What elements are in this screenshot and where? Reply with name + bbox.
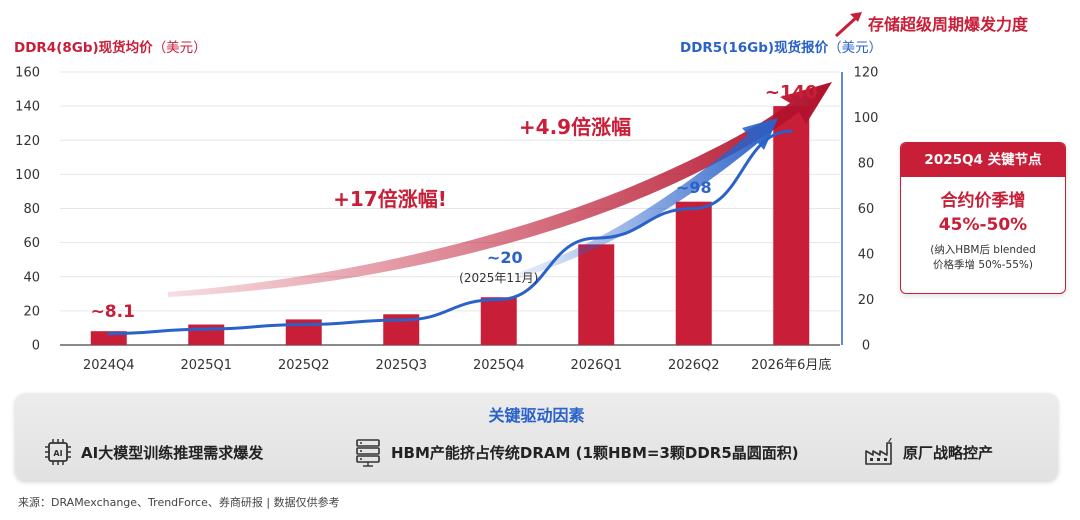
left-axis-tick-label: 140 bbox=[15, 100, 40, 115]
left-axis-tick-label: 120 bbox=[15, 134, 40, 149]
left-axis-tick-label: 60 bbox=[23, 236, 40, 251]
x-axis-tick-label: 2026年6月底 bbox=[751, 357, 831, 373]
left-axis-tick-label: 100 bbox=[15, 168, 40, 183]
left-axis-tick-label: 0 bbox=[32, 339, 40, 354]
panel-main-line2: 45%-50% bbox=[938, 215, 1028, 235]
ddr5-line bbox=[107, 129, 793, 336]
x-axis-tick-label: 2025Q2 bbox=[278, 358, 330, 373]
bar bbox=[773, 106, 810, 345]
ddr4-end-label: ~140 bbox=[765, 82, 818, 103]
driver-label-ai: AI大模型训练推理需求爆发 bbox=[81, 443, 264, 462]
source-note: 来源：DRAMexchange、TrendForce、券商研报 | 数据仅供参考 bbox=[18, 496, 340, 509]
price-chart: 0 20 40 60 80 100 120 140 160 0 20 40 60 80 100 120 2024… bbox=[14, 12, 1029, 374]
key-node-panel: 2025Q4 关键节点 合约价季增 45%-50% (纳入HBM后 blende… bbox=[900, 142, 1066, 294]
x-axis-tick-label: 2026Q1 bbox=[570, 358, 622, 373]
right-axis-tick-label: 100 bbox=[854, 111, 879, 126]
ddr5-late-label: ~98 bbox=[676, 178, 712, 197]
panel-note-line2: 价格季增 50%-55%) bbox=[933, 259, 1033, 271]
ddr5-mid-label: ~20 bbox=[487, 248, 523, 267]
trend-arrows bbox=[168, 82, 832, 297]
ddr5-mid-note: (2025年11月) bbox=[459, 271, 538, 285]
cycle-label: 存储超级周期爆发力度 bbox=[868, 15, 1029, 34]
key-drivers-box: 关键驱动因素 AI AI大模型训练推理需求爆发 bbox=[15, 393, 1058, 480]
right-axis-tick-label: 80 bbox=[858, 157, 875, 172]
driver-label-supply: 原厂战略控产 bbox=[903, 443, 994, 462]
left-axis-tick-label: 40 bbox=[23, 270, 40, 285]
panel-note: (纳入HBM后 blended 价格季增 50%-55%) bbox=[901, 243, 1065, 273]
x-axis-tick-label: 2025Q1 bbox=[180, 358, 232, 373]
x-axis-tick-label: 2025Q4 bbox=[473, 358, 525, 373]
data-labels: ~8.1 ~140 ~20 (2025年11月) ~98 +17倍涨幅! +4.9倍涨幅 bbox=[91, 82, 818, 322]
bar bbox=[675, 201, 712, 345]
left-axis-title: DDR4(8Gb)现货均价（美元） bbox=[14, 39, 207, 56]
server-stack-icon bbox=[356, 439, 380, 467]
axes: 0 20 40 60 80 100 120 140 160 0 20 40 60 80 100 120 2024… bbox=[15, 66, 878, 374]
driver-label-hbm: HBM产能挤占传统DRAM (1颗HBM=3颗DDR5晶圆面积) bbox=[391, 443, 799, 462]
cycle-arrowhead-icon bbox=[850, 12, 862, 22]
right-axis-tick-label: 120 bbox=[854, 66, 879, 81]
right-axis-title: DDR5(16Gb)现货报价（美元） bbox=[680, 39, 882, 56]
left-axis-tick-label: 160 bbox=[15, 66, 40, 81]
gridlines bbox=[60, 71, 840, 346]
driver-item-hbm: HBM产能挤占传统DRAM (1颗HBM=3颗DDR5晶圆面积) bbox=[353, 437, 799, 467]
blue-trend-arrow-icon bbox=[520, 118, 778, 278]
right-axis-tick-label: 60 bbox=[858, 202, 875, 217]
panel-title: 2025Q4 关键节点 bbox=[901, 143, 1065, 177]
ai-chip-icon: AI bbox=[45, 439, 71, 465]
cycle-arrow-icon bbox=[834, 14, 860, 38]
x-axis-tick-label: 2025Q3 bbox=[375, 358, 427, 373]
driver-item-ai: AI AI大模型训练推理需求爆发 bbox=[43, 437, 263, 467]
panel-main-text: 合约价季增 45%-50% bbox=[901, 189, 1065, 237]
driver-item-supply: 原厂战略控产 bbox=[863, 437, 993, 467]
ddr4-growth-annotation: +4.9倍涨幅 bbox=[519, 115, 631, 139]
svg-text:AI: AI bbox=[53, 449, 62, 458]
x-axis-tick-label: 2024Q4 bbox=[83, 358, 135, 373]
bar bbox=[480, 297, 517, 345]
left-axis-tick-label: 20 bbox=[23, 304, 40, 319]
ddr4-start-label: ~8.1 bbox=[91, 302, 135, 322]
ddr5-line-path bbox=[107, 129, 793, 336]
panel-note-line1: (纳入HBM后 blended bbox=[930, 244, 1036, 256]
drivers-title: 关键驱动因素 bbox=[488, 406, 585, 425]
left-axis-tick-label: 80 bbox=[23, 202, 40, 217]
ddr5-growth-annotation: +17倍涨幅! bbox=[333, 187, 447, 211]
factory-icon bbox=[865, 437, 892, 465]
bar bbox=[578, 244, 615, 345]
right-axis-tick-label: 0 bbox=[862, 339, 870, 354]
right-axis-tick-label: 40 bbox=[858, 248, 875, 263]
x-axis-tick-label: 2026Q2 bbox=[668, 358, 720, 373]
right-axis-tick-label: 20 bbox=[858, 293, 875, 308]
panel-main-line1: 合约价季增 bbox=[940, 191, 1026, 211]
